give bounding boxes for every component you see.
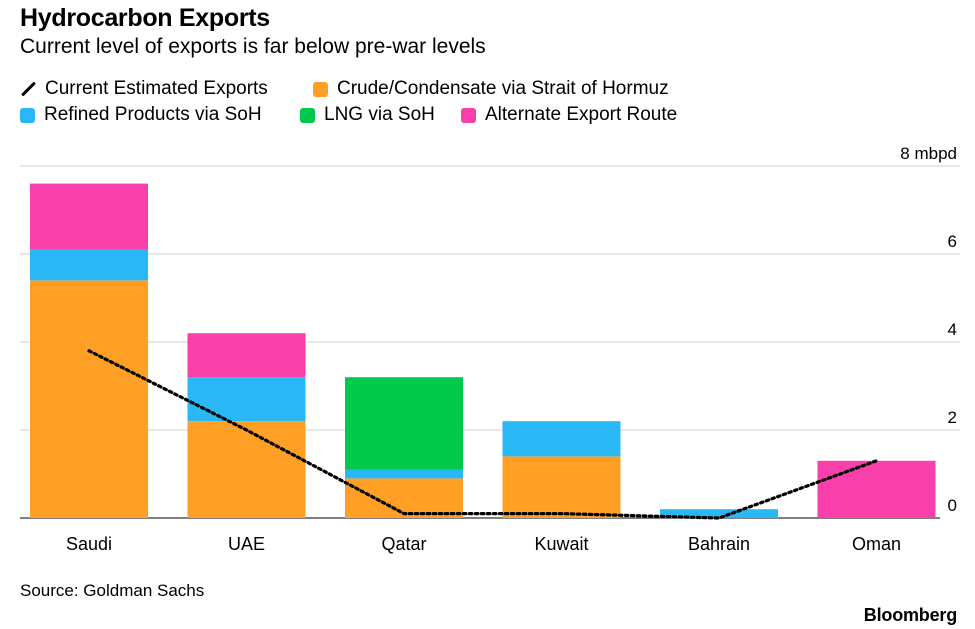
legend-item-current-exports: Current Estimated Exports (20, 78, 268, 100)
y-tick-label: 6 (948, 232, 957, 251)
legend-item-alternate: Alternate Export Route (461, 104, 677, 126)
bar-segment (187, 377, 306, 422)
y-tick-label: 0 (948, 496, 957, 515)
x-category-label: Saudi (66, 534, 112, 554)
legend-line-icon (20, 81, 36, 97)
x-category-label: Kuwait (534, 534, 588, 554)
bar-segment (345, 469, 463, 479)
current-exports-line (87, 349, 879, 520)
bar-segment (660, 509, 778, 518)
legend-label: Refined Products via SoH (44, 104, 262, 125)
bar-segment (345, 377, 463, 470)
legend-label: Alternate Export Route (485, 104, 678, 125)
current-exports-line-path (87, 349, 879, 520)
gridlines (20, 165, 960, 519)
legend-swatch-crude (313, 81, 328, 97)
bar-segment (817, 460, 936, 518)
legend-swatch-lng (300, 107, 315, 123)
bar-segment (502, 456, 621, 518)
source-note: Source: Goldman Sachs (20, 581, 205, 600)
chart-subtitle: Current level of exports is far below pr… (20, 35, 486, 58)
bloomberg-logo: Bloomberg (863, 605, 957, 625)
bar-segment (30, 249, 148, 281)
bars (30, 183, 936, 518)
bar-segment (187, 333, 306, 378)
y-axis-ticks: 0 2 4 6 8 mbpd (900, 144, 957, 515)
bar-segment (187, 421, 306, 518)
stacked-bar-chart: 0 2 4 6 8 mbpd Saudi UAE Qatar Kuwait Bahrain Oma… (20, 144, 960, 554)
bar-segment (345, 478, 463, 518)
legend-label: LNG via SoH (324, 104, 435, 125)
chart-title: Hydrocarbon Exports (20, 4, 270, 32)
bar-segment (502, 421, 621, 457)
legend-item-crude: Crude/Condensate via Strait of Hormuz (313, 78, 669, 100)
y-tick-label: 8 mbpd (900, 144, 957, 163)
bar-segment (30, 183, 148, 250)
legend-swatch-alternate (461, 107, 476, 123)
x-category-label: Oman (852, 534, 901, 554)
legend-item-refined: Refined Products via SoH (20, 104, 262, 126)
x-category-label: Bahrain (688, 534, 750, 554)
x-axis-labels: Saudi UAE Qatar Kuwait Bahrain Oman (66, 534, 901, 554)
legend-item-lng: LNG via SoH (300, 104, 435, 126)
x-category-label: UAE (228, 534, 265, 554)
legend-label: Crude/Condensate via Strait of Hormuz (337, 78, 669, 99)
legend-swatch-refined (20, 107, 35, 123)
bar-segment (30, 280, 148, 518)
x-category-label: Qatar (381, 534, 426, 554)
y-tick-label: 4 (948, 320, 957, 339)
legend-label: Current Estimated Exports (45, 78, 268, 99)
y-tick-label: 2 (948, 408, 957, 427)
